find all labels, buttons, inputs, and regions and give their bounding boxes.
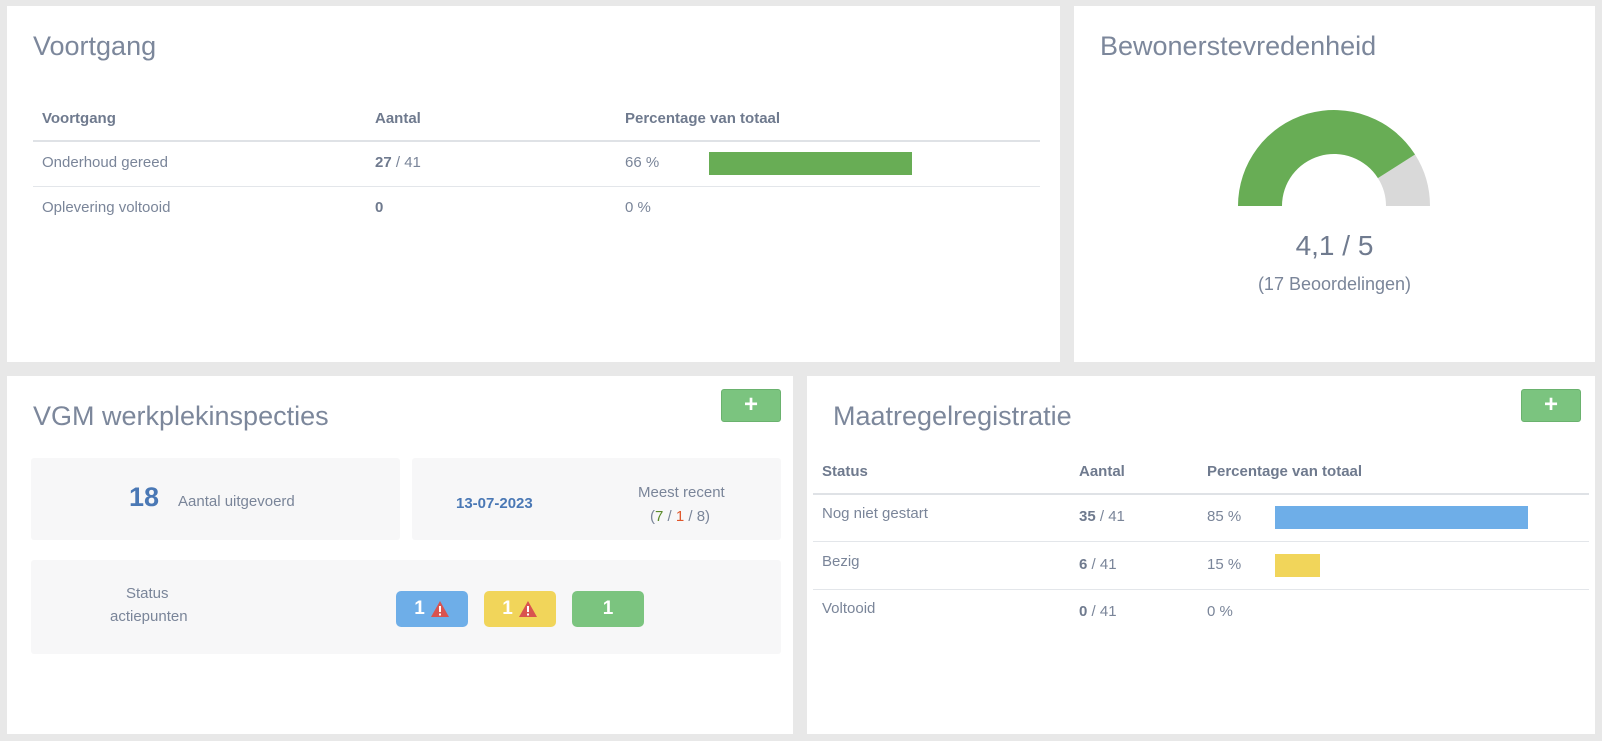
row-percentage: 66 % — [625, 154, 660, 171]
recent-breakdown: (7 / 1 / 8) — [650, 508, 711, 525]
gauge-remainder — [1377, 154, 1430, 206]
status-badge-done[interactable]: 1 — [572, 591, 644, 627]
row-divider — [813, 541, 1589, 542]
gauge-fill — [1238, 110, 1416, 206]
performed-label: Aantal uitgevoerd — [178, 493, 295, 510]
warning-icon — [430, 601, 449, 617]
satisfaction-score: 4,1 / 5 — [1295, 230, 1374, 261]
satisfaction-gauge — [1238, 110, 1430, 206]
recent-tile: 13-07-2023 Meest recent (7 / 1 / 8) — [412, 458, 781, 540]
row-percentage: 85 % — [1207, 508, 1242, 525]
maatregel-title: Maatregelregistratie — [833, 401, 1072, 431]
review-count: (17 Beoordelingen) — [1257, 274, 1412, 294]
row-label: Oplevering voltooid — [42, 199, 171, 216]
status-label-2: actiepunten — [110, 608, 188, 625]
bewoners-title: Bewonerstevredenheid — [1100, 31, 1377, 61]
maatregelregistratie-card: Maatregelregistratie + Status Aantal Per… — [807, 376, 1595, 734]
row-percentage: 0 % — [1207, 603, 1233, 620]
row-count: 6 / 41 — [1079, 556, 1117, 573]
header-aantal: Aantal — [375, 110, 421, 127]
warning-icon — [518, 601, 537, 617]
status-badge-pending[interactable]: 1 — [484, 591, 556, 627]
table-header-divider — [813, 493, 1589, 495]
recent-date: 13-07-2023 — [456, 495, 533, 512]
progress-bar — [1275, 554, 1320, 577]
header-percentage: Percentage van totaal — [625, 110, 781, 127]
row-label: Bezig — [822, 553, 860, 570]
header-voortgang: Voortgang — [42, 110, 116, 127]
header-status: Status — [822, 463, 868, 480]
row-count: 35 / 41 — [1079, 508, 1125, 525]
row-label: Nog niet gestart — [822, 505, 928, 522]
recent-label: Meest recent — [638, 484, 725, 501]
vgm-title: VGM werkplekinspecties — [33, 401, 329, 431]
status-label: Status — [126, 585, 169, 602]
add-measure-button[interactable]: + — [1521, 389, 1581, 422]
status-tile: Status actiepunten 1 1 1 — [31, 560, 781, 654]
row-divider — [813, 589, 1589, 590]
row-count: 0 / 41 — [1079, 603, 1117, 620]
status-badge-open[interactable]: 1 — [396, 591, 468, 627]
header-percentage: Percentage van totaal — [1207, 463, 1363, 480]
voortgang-title: Voortgang — [33, 31, 157, 61]
row-percentage: 15 % — [1207, 556, 1242, 573]
row-label: Onderhoud gereed — [42, 154, 168, 171]
progress-bar — [709, 152, 912, 175]
add-inspection-button[interactable]: + — [721, 389, 781, 422]
progress-bar — [1275, 506, 1528, 529]
performed-count: 18 — [129, 482, 160, 512]
vgm-card: VGM werkplekinspecties + 18 Aantal uitge… — [7, 376, 793, 734]
row-percentage: 0 % — [625, 199, 651, 216]
row-count: 0 — [375, 199, 384, 216]
header-aantal: Aantal — [1079, 463, 1125, 480]
row-label: Voltooid — [822, 600, 876, 617]
table-header-divider — [33, 140, 1040, 142]
row-divider — [33, 186, 1040, 187]
bewonerstevredenheid-card: Bewonerstevredenheid 4,1 / 5 (17 Beoorde… — [1074, 6, 1595, 362]
row-count: 27 / 41 — [375, 154, 421, 171]
voortgang-card: Voortgang Voortgang Aantal Percentage va… — [7, 6, 1060, 362]
performed-tile: 18 Aantal uitgevoerd — [31, 458, 400, 540]
